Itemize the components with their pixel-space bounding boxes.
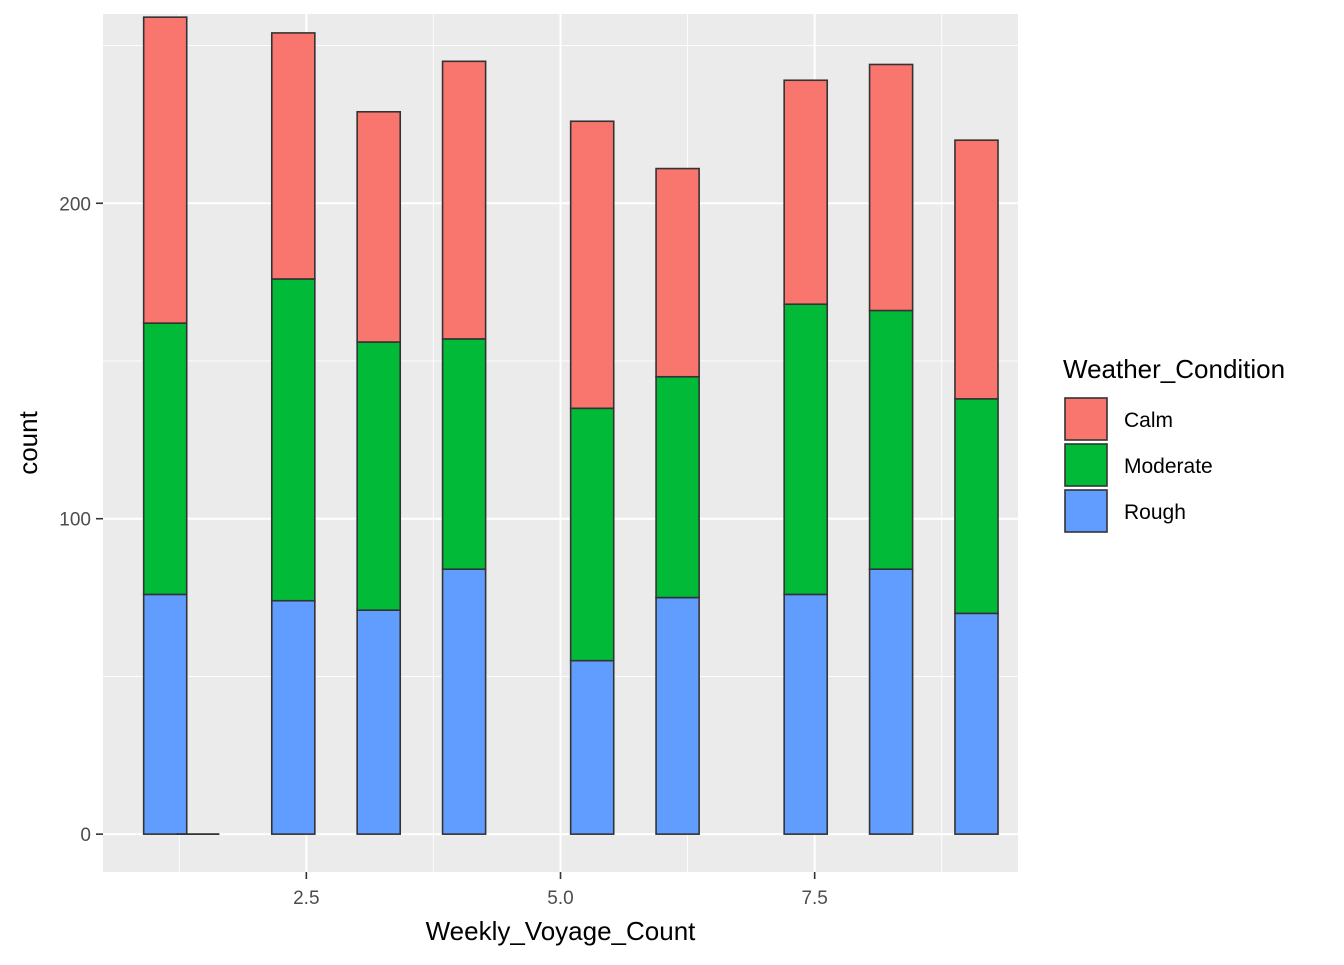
bar-segment-moderate xyxy=(655,375,700,599)
bar-segment-rough xyxy=(142,593,188,835)
bar-segment-calm xyxy=(441,60,487,340)
bar-segment-moderate xyxy=(356,341,402,611)
legend-title: Weather_Condition xyxy=(1063,354,1285,384)
legend-items: Calm Moderate Rough xyxy=(1064,397,1213,533)
x-tick-label: 7.5 xyxy=(801,888,827,909)
bar-segment-calm xyxy=(655,167,700,378)
legend-item-moderate: Moderate xyxy=(1064,443,1213,487)
legend-item-rough: Rough xyxy=(1064,489,1186,533)
bar-segment-moderate xyxy=(569,407,615,662)
legend-label: Calm xyxy=(1124,409,1173,432)
bar-segment-calm xyxy=(142,16,188,324)
bar-segment-moderate xyxy=(954,398,999,615)
legend-label: Rough xyxy=(1124,501,1186,524)
y-axis-title: count xyxy=(13,410,43,474)
bar-segment-moderate xyxy=(783,303,829,596)
bar-segment-calm xyxy=(356,110,402,343)
bar-segment-rough xyxy=(954,612,999,835)
bar-segment-moderate xyxy=(868,309,914,570)
x-axis: 2.5 5.0 7.5 xyxy=(293,872,828,909)
bar-segment-rough xyxy=(356,609,402,835)
y-axis: 0 100 200 xyxy=(59,194,103,846)
bar-segment-moderate xyxy=(142,322,188,596)
bar-segment-calm xyxy=(954,139,999,400)
legend-swatch xyxy=(1064,489,1108,533)
x-tick-label: 2.5 xyxy=(293,888,319,909)
bar-segment-moderate xyxy=(270,278,316,602)
legend-item-calm: Calm xyxy=(1064,397,1173,441)
bar-segment-moderate xyxy=(441,338,487,570)
bar-segment-calm xyxy=(868,63,914,312)
x-tick-label: 5.0 xyxy=(547,888,573,909)
legend: Weather_Condition Calm Moderate Rough xyxy=(1063,354,1285,533)
bars-layer xyxy=(142,16,999,835)
bar-segment-calm xyxy=(270,32,316,280)
bar-segment-rough xyxy=(783,593,829,835)
bar-segment-rough xyxy=(270,599,316,835)
bar-segment-calm xyxy=(569,120,615,410)
y-tick-label: 0 xyxy=(80,825,91,846)
y-tick-label: 200 xyxy=(59,194,91,215)
legend-label: Moderate xyxy=(1124,455,1213,478)
x-axis-title: Weekly_Voyage_Count xyxy=(426,916,697,946)
bar-segment-rough xyxy=(868,568,914,835)
bar-segment-calm xyxy=(783,79,829,306)
bar-segment-rough xyxy=(441,568,487,835)
legend-swatch xyxy=(1064,397,1108,441)
legend-swatch xyxy=(1064,443,1108,487)
bar-segment-rough xyxy=(655,596,700,835)
bar-segment-rough xyxy=(569,659,615,835)
y-tick-label: 100 xyxy=(59,510,91,531)
